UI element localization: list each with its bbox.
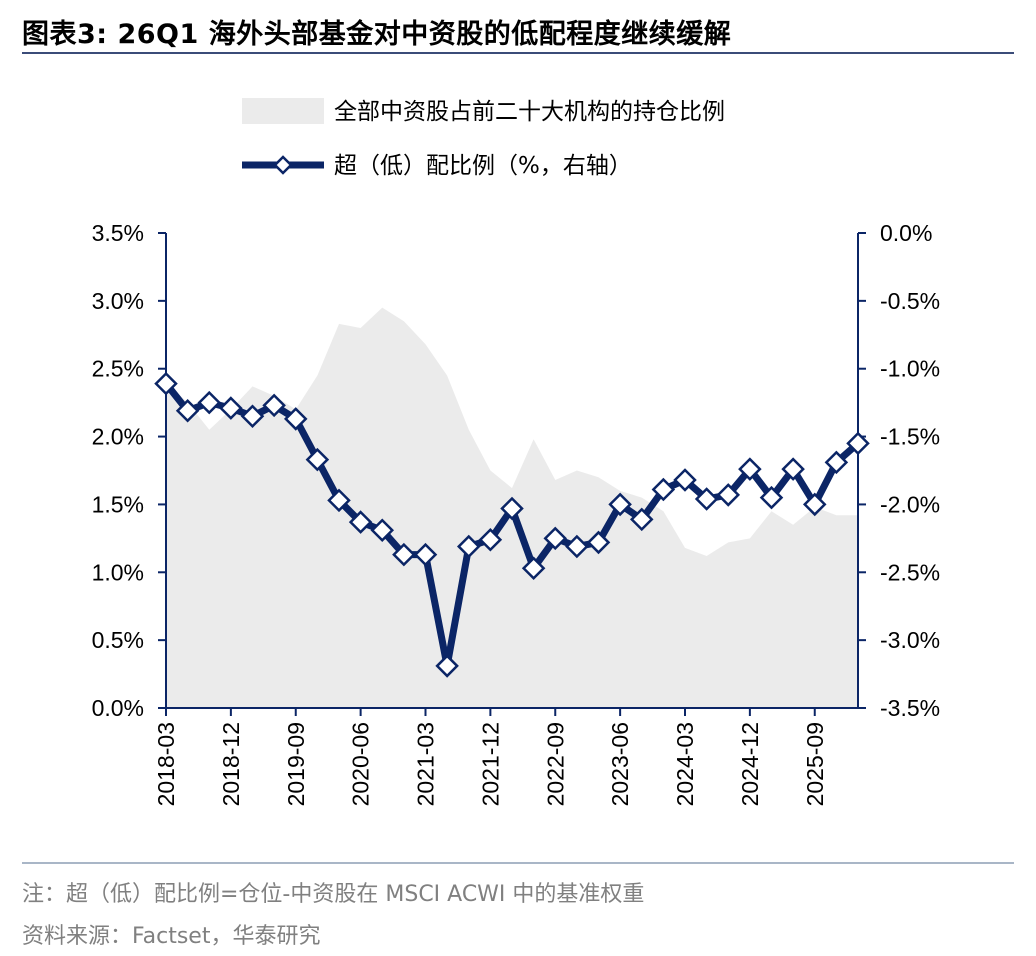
chart-title: 图表3: 26Q1 海外头部基金对中资股的低配程度继续缓解 (22, 19, 732, 50)
data-point-marker (500, 496, 524, 521)
left-axis-tick-label: 2.5% (92, 356, 144, 382)
right-axis-tick-label: -1.5% (880, 424, 940, 450)
data-point-marker (154, 371, 178, 396)
legend: 全部中资股占前二十大机构的持仓比例 超（低）配比例（%，右轴） (242, 98, 725, 179)
data-point-marker (673, 468, 697, 492)
data-point-marker (435, 654, 459, 678)
data-point-marker (478, 527, 503, 552)
chart: 全部中资股占前二十大机构的持仓比例 超（低）配比例（%，右轴） 0.0% 0.5%… (92, 98, 941, 806)
x-axis-tick-label: 2019-09 (283, 722, 309, 806)
x-axis-tick-label: 2023-06 (607, 722, 633, 806)
left-axis-tick-label: 3.5% (92, 220, 144, 246)
data-point-marker (175, 399, 200, 423)
right-axis-tick-label: -1.0% (880, 356, 940, 382)
source-note: 资料来源：Factset，华泰研究 (22, 924, 321, 949)
footer-rule (22, 862, 1014, 864)
data-point-marker (283, 407, 308, 431)
footnote: 注：超（低）配比例=仓位-中资股在 MSCI ACWI 中的基准权重 (22, 882, 645, 907)
data-point-marker (392, 542, 416, 567)
data-point-marker (716, 483, 741, 507)
left-axis-tick-label: 2.0% (92, 424, 144, 450)
x-axis-tick-label: 2020-06 (348, 722, 374, 806)
x-axis-tick-label: 2021-03 (413, 722, 439, 806)
left-axis-tick-label: 1.5% (92, 491, 144, 517)
left-axis-tick-label: 3.0% (92, 288, 144, 314)
data-point-marker (543, 526, 568, 551)
right-axis-tick-label: -0.5% (880, 288, 940, 314)
left-axis-tick-label: 0.5% (92, 627, 144, 653)
data-point-marker (348, 510, 373, 534)
data-point-marker (846, 431, 870, 456)
data-point-marker (738, 457, 762, 481)
x-axis-tick-label: 2024-03 (672, 722, 698, 806)
left-axis-tick-label: 0.0% (92, 695, 144, 721)
x-axis-tick-label: 2022-09 (542, 722, 568, 806)
marker-layer (154, 371, 870, 678)
data-point-marker (240, 404, 265, 428)
right-axis-tick-label: -3.0% (880, 627, 940, 653)
data-point-marker (651, 477, 676, 502)
right-axis-tick-label: -3.5% (880, 695, 940, 721)
x-axis-tick-label: 2018-03 (153, 722, 179, 806)
data-point-marker (197, 390, 222, 415)
data-point-marker (262, 393, 286, 418)
data-point-marker (327, 488, 351, 513)
legend-label-holding-share: 全部中资股占前二十大机构的持仓比例 (334, 99, 725, 125)
x-axis-tick-label: 2024-12 (737, 722, 763, 806)
data-point-marker (629, 507, 654, 532)
axes (158, 232, 866, 716)
legend-label-over-under-weight: 超（低）配比例（%，右轴） (334, 153, 632, 179)
title-rule (22, 52, 1014, 54)
right-axis-tick-label: -2.5% (880, 559, 940, 585)
data-point-marker (565, 534, 589, 559)
data-point-marker (608, 492, 632, 517)
right-axis-tick-label: -2.0% (880, 491, 940, 517)
x-axis-tick-label: 2018-12 (218, 722, 244, 806)
data-point-marker (219, 396, 243, 420)
data-point-marker (759, 485, 784, 510)
x-axis-tick-label: 2025-09 (802, 722, 828, 806)
data-point-marker (781, 457, 805, 481)
right-axis-tick-label: 0.0% (880, 220, 932, 246)
data-point-marker (456, 534, 481, 559)
data-point-marker (694, 487, 719, 511)
left-axis-tick-label: 1.0% (92, 559, 144, 585)
data-point-marker (802, 492, 827, 517)
legend-diamond-marker (273, 155, 293, 175)
x-axis-tick-label: 2021-12 (477, 722, 503, 806)
data-point-marker (824, 450, 849, 475)
data-point-marker (521, 556, 546, 580)
data-point-marker (586, 530, 611, 555)
legend-area-swatch (242, 98, 324, 124)
data-point-marker (413, 542, 438, 567)
tick-labels: 0.0% 0.5% 1.0% 1.5% 2.0% 2.5% 3.0% 3.5% -3.5% -3.… (92, 220, 941, 806)
data-point-marker (370, 518, 395, 542)
data-point-marker (305, 447, 330, 472)
